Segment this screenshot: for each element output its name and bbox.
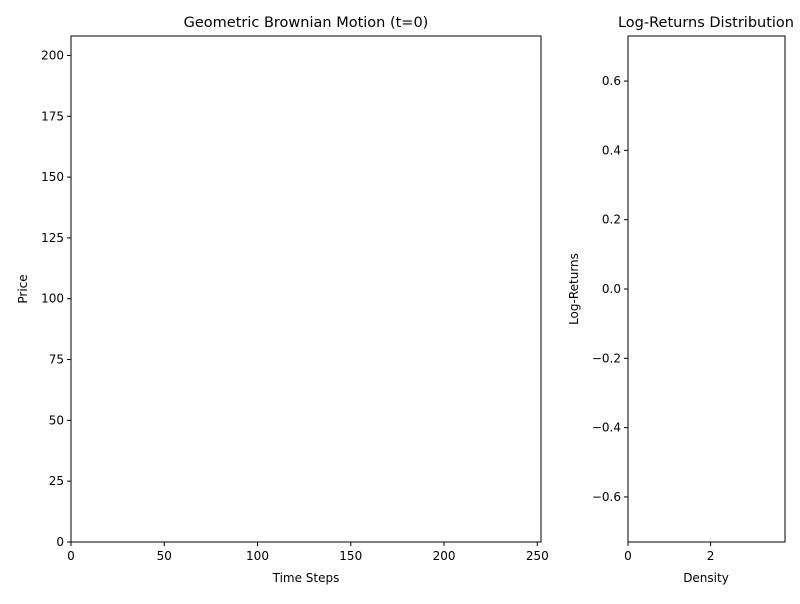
- log-returns-y-tick-label: 0.0: [602, 282, 621, 296]
- log-returns-y-tick-label: −0.2: [592, 351, 621, 365]
- log-returns-y-tick-label: 0.4: [602, 143, 621, 157]
- price-y-tick-label: 25: [49, 474, 64, 488]
- log-returns-y-ticks: −0.6 −0.4 −0.2 0.0 0.2 0.4 0.6: [592, 74, 628, 504]
- price-y-tick-label: 100: [41, 292, 64, 306]
- price-x-tick-label: 50: [157, 549, 172, 563]
- log-returns-y-tick-label: 0.6: [602, 74, 621, 88]
- price-x-tick-label: 200: [433, 549, 456, 563]
- price-y-tick-label: 150: [41, 170, 64, 184]
- price-y-tick-label: 175: [41, 109, 64, 123]
- price-x-ticks: 0 50 100 150 200 250: [67, 542, 549, 563]
- log-returns-x-axis-label: Density: [683, 571, 729, 585]
- price-x-tick-label: 150: [339, 549, 362, 563]
- log-returns-x-tick-label: 0: [624, 549, 632, 563]
- price-y-tick-label: 50: [49, 413, 64, 427]
- log-returns-axes-frame: [627, 35, 786, 543]
- log-returns-y-tick-label: 0.2: [602, 213, 621, 227]
- price-y-tick-label: 125: [41, 231, 64, 245]
- price-x-tick-label: 0: [67, 549, 75, 563]
- log-returns-x-tick-label: 2: [707, 549, 715, 563]
- price-y-ticks: 0 25 50 75 100 125 150 175 200: [41, 48, 71, 549]
- price-panel: Geometric Brownian Motion (t=0) 0 50 100 15…: [16, 15, 549, 585]
- price-y-tick-label: 0: [56, 535, 64, 549]
- price-axes-frame: [70, 35, 542, 543]
- price-y-tick-label: 200: [41, 48, 64, 62]
- price-x-axis-label: Time Steps: [272, 571, 340, 585]
- price-y-axis-label: Price: [16, 274, 30, 303]
- log-returns-y-tick-label: −0.6: [592, 490, 621, 504]
- price-y-tick-label: 75: [49, 353, 64, 367]
- log-returns-y-axis-label: Log-Returns: [567, 253, 581, 325]
- price-x-tick-label: 100: [246, 549, 269, 563]
- log-returns-chart-title: Log-Returns Distribution: [618, 15, 794, 31]
- price-x-tick-label: 250: [526, 549, 549, 563]
- price-chart-title: Geometric Brownian Motion (t=0): [184, 15, 429, 31]
- log-returns-y-tick-label: −0.4: [592, 421, 621, 435]
